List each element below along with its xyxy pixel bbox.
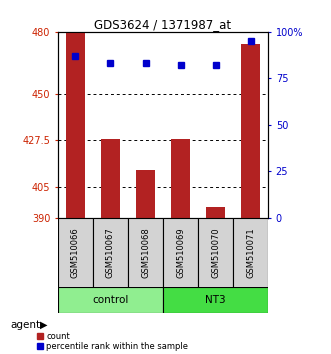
Bar [66, 32, 85, 218]
Text: GSM510067: GSM510067 [106, 228, 115, 279]
Bar [101, 139, 120, 218]
Bar [241, 44, 260, 218]
Text: GSM510071: GSM510071 [246, 228, 255, 279]
Text: GSM510070: GSM510070 [211, 228, 220, 279]
Text: control: control [92, 295, 129, 305]
Bar [206, 207, 225, 218]
Title: GDS3624 / 1371987_at: GDS3624 / 1371987_at [94, 18, 232, 31]
Bar [136, 170, 155, 218]
Legend: count, percentile rank within the sample: count, percentile rank within the sample [37, 332, 188, 351]
Text: agent: agent [10, 320, 40, 330]
Text: ▶: ▶ [40, 320, 47, 330]
Bar [128, 218, 163, 289]
Text: GSM510068: GSM510068 [141, 228, 150, 279]
Bar [93, 218, 128, 289]
Text: GSM510066: GSM510066 [71, 228, 80, 279]
Text: NT3: NT3 [205, 295, 226, 305]
Bar [233, 218, 268, 289]
Bar [58, 287, 163, 313]
Bar [58, 218, 93, 289]
Bar [198, 218, 233, 289]
Text: GSM510069: GSM510069 [176, 228, 185, 279]
Bar [163, 287, 268, 313]
Bar [171, 139, 190, 218]
Bar [163, 218, 198, 289]
